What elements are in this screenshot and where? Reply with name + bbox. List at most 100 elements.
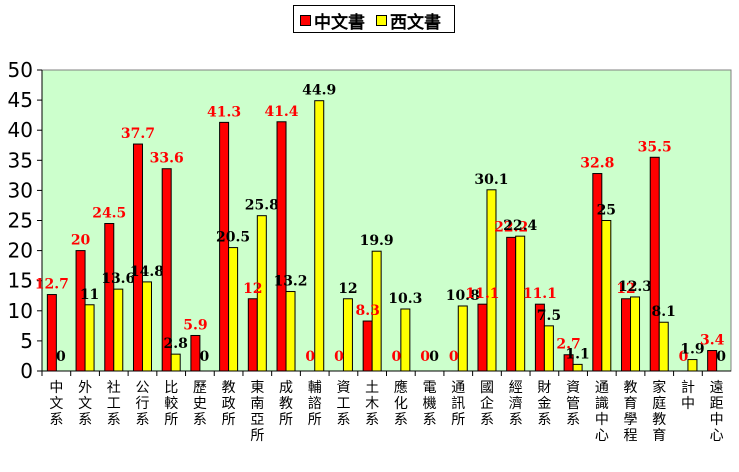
y-tick-label: 25 [8,209,33,233]
x-tick-label-char: 機 [423,396,437,412]
data-label: 44.9 [302,83,336,99]
bar-red [219,121,230,372]
x-tick-label-char: 距 [710,396,724,412]
y-tick-label: 35 [8,148,33,172]
data-label: 0 [56,349,66,365]
data-label: 41.4 [264,104,298,120]
data-label: 12 [616,281,635,297]
x-tick-label-char: 社 [107,380,121,396]
x-tick-label-char: 系 [480,412,494,428]
data-label: 12.7 [35,277,69,293]
x-tick-label-char: 中 [595,412,609,428]
data-label: 0 [334,349,344,365]
x-tick-label-char: 歷 [193,380,207,396]
x-tick-label-char: 電 [423,380,437,396]
x-tick-label-char: 政 [222,396,236,412]
data-label: 22.2 [494,219,528,235]
bar-red [247,298,258,372]
x-tick-label-char: 庭 [652,395,666,412]
x-tick-label-char: 土 [365,380,379,396]
bar-red [161,168,172,372]
legend-label-series-1: 中文書 [314,12,365,33]
plot-area [41,69,732,372]
bar-red [477,303,488,372]
y-tick-label: 0 [20,359,33,383]
x-tick-label-char: 史 [193,396,207,412]
x-tick-label-char: 所 [250,428,264,444]
x-tick-label-char: 工 [336,396,350,412]
y-tick-label: 40 [8,118,33,142]
data-label: 13.6 [101,271,135,287]
x-tick-label-char: 東 [250,380,264,396]
x-tick-label-char: 系 [78,412,92,428]
y-tick-label: 15 [8,269,33,293]
x-tick-label-char: 國 [480,380,494,396]
y-tick-label: 10 [8,299,33,323]
data-label: 30.1 [474,172,508,188]
bar-red [276,121,287,372]
x-tick-label-char: 應 [394,379,408,396]
data-label: 37.7 [121,126,155,142]
legend-item-series-1: 中文書 [300,10,365,33]
x-tick-label-char: 工 [107,396,121,412]
data-label: 8.3 [355,303,379,319]
data-label: 0 [420,349,430,365]
bar-red [132,143,143,372]
x-tick-label-char: 系 [107,412,121,428]
data-label: 1.1 [565,346,589,362]
bar-yellow [141,281,152,372]
x-tick-label-char: 比 [164,380,178,396]
x-tick-label-char: 中 [681,396,695,412]
x-tick-label-char: 金 [537,396,551,412]
x-tick-label-char: 所 [308,412,322,428]
bar-yellow [630,296,641,372]
data-label: 0 [679,349,689,365]
bar-yellow [84,304,95,372]
x-tick-label-char: 心 [595,428,609,444]
x-tick-label-char: 教 [652,412,666,428]
x-tick-label-char: 文 [49,396,63,412]
x-tick-label-char: 公 [135,380,149,396]
data-label: 0 [305,349,315,365]
x-tick-label-char: 資 [566,380,580,396]
x-tick-label-char: 文 [78,396,92,412]
legend: 中文書 西文書 [293,5,455,33]
data-label: 22.4 [503,218,537,234]
bar-yellow [687,359,698,372]
bar-yellow [543,325,554,372]
x-tick-label-char: 亞 [250,412,264,428]
bar-yellow [170,353,181,372]
data-label: 12 [338,281,357,297]
x-tick-label-char: 學 [624,412,638,428]
data-label: 20 [71,233,91,249]
legend-swatch-yellow [376,14,387,26]
x-tick-label-char: 成 [279,380,293,396]
bar-red [190,334,201,372]
bar-yellow [457,305,468,372]
x-tick-label-char: 中 [710,412,724,428]
x-tick-label-char: 財 [537,380,551,396]
data-label: 35.5 [638,139,672,155]
bar-red [649,156,660,372]
bar-yellow [314,100,325,372]
x-tick-label-char: 教 [279,396,293,412]
x-tick-label-char: 系 [365,412,379,428]
x-tick-label-char: 系 [336,412,350,428]
bar-yellow [601,220,612,372]
x-tick-label-char: 程 [624,428,638,444]
x-tick-label-char: 系 [49,412,63,428]
data-label: 19.9 [360,233,394,249]
x-tick-label-char: 教 [222,380,236,396]
x-tick-label-char: 經 [509,380,523,396]
x-tick-label-char: 資 [336,380,350,396]
x-tick-label-char: 育 [624,396,638,412]
bar-yellow [371,250,382,372]
bar-yellow [400,308,411,372]
data-label: 2.8 [164,336,188,352]
x-tick-label-char: 通 [595,380,609,396]
x-tick-label-char: 識 [595,396,609,412]
bar-yellow [486,189,497,372]
x-tick-label-char: 系 [394,412,408,428]
legend-label-series-2: 西文書 [390,12,441,33]
